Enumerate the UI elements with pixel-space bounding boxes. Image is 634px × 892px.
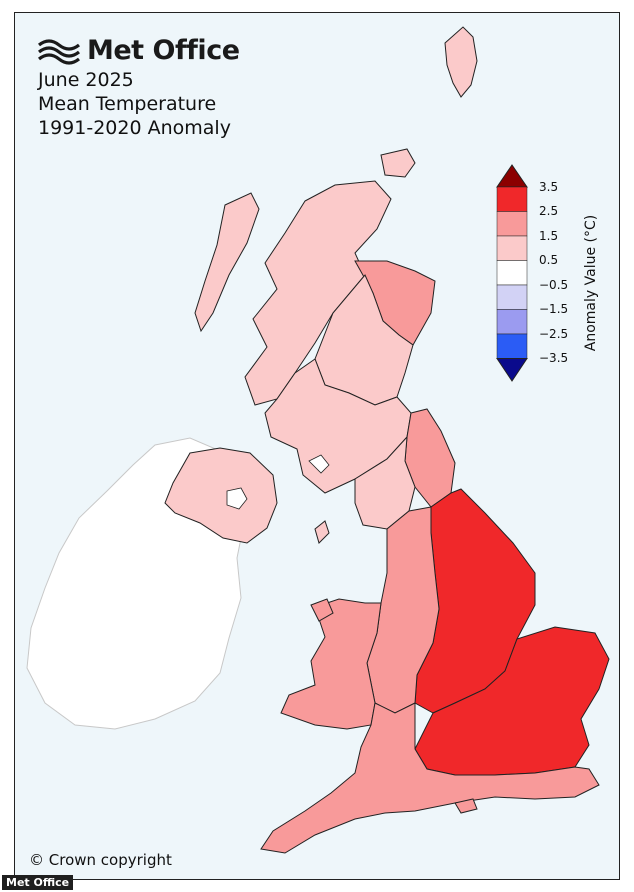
outer-hebrides [194, 192, 260, 333]
colorbar-bin-5 [496, 284, 528, 310]
legend-tick-label: 3.5 [539, 180, 559, 194]
title-month: June 2025 [38, 69, 134, 91]
met-office-logo: Met Office [37, 35, 240, 66]
copyright-notice: © Crown copyright [29, 851, 172, 869]
shetland-islands [444, 26, 478, 98]
orkney-islands [380, 148, 416, 178]
legend-tick-label: 1.5 [539, 229, 559, 243]
colorbar-bin-1 [496, 186, 528, 212]
colorbar-bin-4 [496, 260, 528, 286]
loch-white [308, 454, 330, 474]
lough-neagh [226, 487, 248, 510]
map-panel: Met Office June 2025 Mean Temperature 19… [14, 12, 620, 880]
region-n-ireland [164, 447, 278, 544]
legend-tick-label: 2.5 [539, 204, 559, 218]
uk-temperature-anomaly-map [26, 26, 610, 854]
isle-of-wight [454, 798, 478, 814]
colorbar [496, 164, 528, 382]
brand-name: Met Office [87, 35, 240, 66]
colorbar-bin-6 [496, 309, 528, 335]
anglesey [310, 598, 334, 622]
colorbar-bin-3 [496, 235, 528, 261]
region-wales [280, 598, 382, 730]
legend-tick-label: −0.5 [539, 278, 569, 292]
image-credit: Met Office [2, 875, 74, 890]
region-nw-england [354, 435, 416, 530]
colorbar-bin-2 [496, 211, 528, 237]
title-variable: Mean Temperature [38, 93, 217, 115]
legend-tick-label: −2.5 [539, 327, 569, 341]
colorbar-over-triangle [496, 164, 528, 188]
colorbar-under-triangle [496, 358, 528, 382]
colorbar-bin-7 [496, 333, 528, 359]
legend-tick-label: −3.5 [539, 351, 569, 365]
legend-title: Anomaly Value (°C) [583, 214, 599, 352]
waves-icon [38, 38, 80, 65]
region-sw-england [260, 702, 600, 854]
legend-tick-label: 0.5 [539, 253, 559, 267]
title-baseline: 1991-2020 Anomaly [38, 117, 231, 139]
isle-of-man [314, 520, 330, 544]
legend-tick-label: −1.5 [539, 302, 569, 316]
